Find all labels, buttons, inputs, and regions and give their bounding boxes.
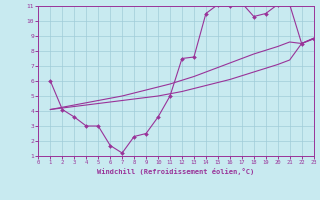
X-axis label: Windchill (Refroidissement éolien,°C): Windchill (Refroidissement éolien,°C) — [97, 168, 255, 175]
